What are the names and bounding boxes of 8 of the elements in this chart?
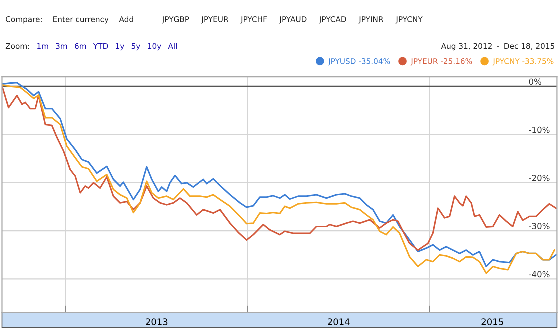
x-tick-label: 2013 xyxy=(146,318,168,326)
y-tick-label: -10% xyxy=(529,126,550,134)
y-tick-label: -40% xyxy=(529,271,550,278)
y-tick-label: -30% xyxy=(529,223,550,230)
x-tick-label: 2014 xyxy=(328,318,350,326)
x-tick-label: 2015 xyxy=(482,318,504,326)
y-tick-label: -20% xyxy=(529,175,550,182)
y-tick-label: 0% xyxy=(529,78,542,86)
